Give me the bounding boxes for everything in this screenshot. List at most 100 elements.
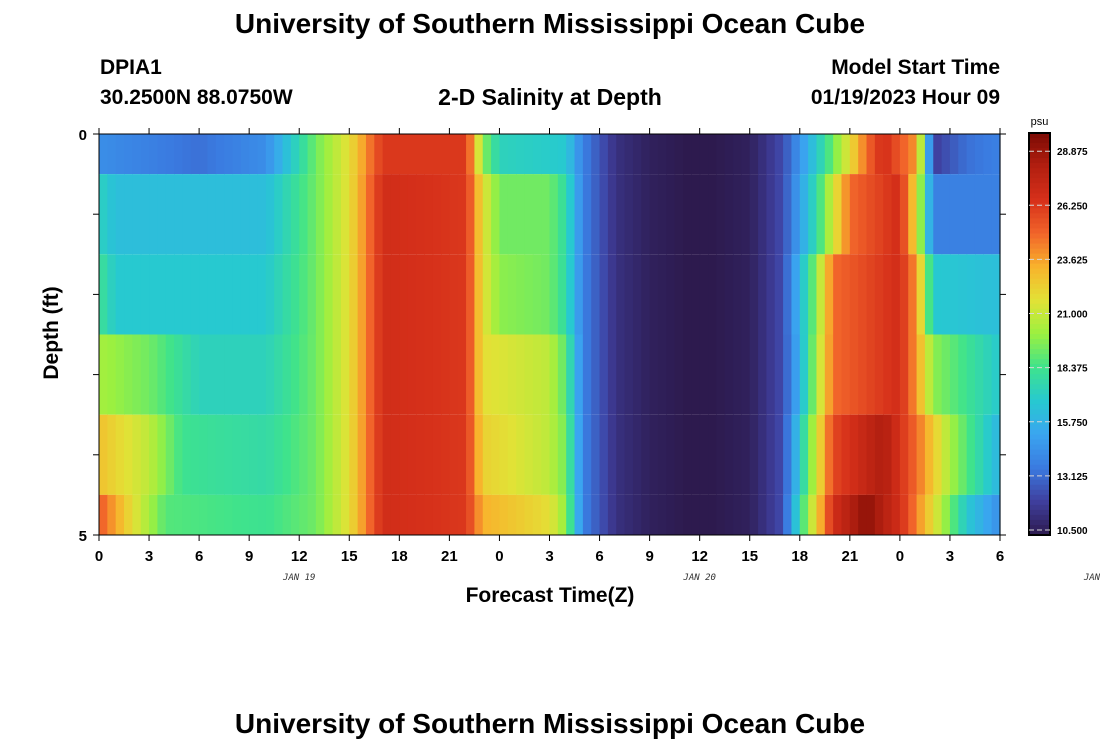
heatmap-cell bbox=[257, 334, 267, 415]
heatmap-cell bbox=[574, 174, 584, 255]
heatmap-cell bbox=[682, 134, 692, 175]
heatmap-cell bbox=[516, 334, 526, 415]
heatmap-cell bbox=[899, 494, 909, 535]
heatmap-cell bbox=[582, 174, 592, 255]
heatmap-cell bbox=[933, 254, 943, 335]
heatmap-cell bbox=[399, 334, 409, 415]
heatmap-cell bbox=[808, 174, 818, 255]
heatmap-cell bbox=[349, 334, 359, 415]
heatmap-cell bbox=[290, 134, 300, 175]
heatmap-cell bbox=[774, 494, 784, 535]
heatmap-cell bbox=[332, 334, 342, 415]
heatmap-cell bbox=[290, 254, 300, 335]
heatmap-cell bbox=[891, 134, 901, 175]
heatmap-cell bbox=[315, 134, 325, 175]
heatmap-cell bbox=[866, 494, 876, 535]
heatmap-cell bbox=[991, 494, 1001, 535]
heatmap-cell bbox=[566, 494, 576, 535]
heatmap-cell bbox=[749, 134, 759, 175]
heatmap-cell bbox=[566, 254, 576, 335]
heatmap-cell bbox=[566, 174, 576, 255]
heatmap-cell bbox=[357, 254, 367, 335]
heatmap-cell bbox=[666, 494, 676, 535]
heatmap-cell bbox=[374, 334, 384, 415]
heatmap-cell bbox=[157, 174, 167, 255]
colorbar-segment bbox=[1029, 318, 1050, 325]
heatmap-cell bbox=[733, 494, 742, 535]
heatmap-cell bbox=[132, 414, 142, 495]
heatmap-cell bbox=[249, 414, 259, 495]
heatmap-cell bbox=[874, 334, 884, 415]
heatmap-cell bbox=[199, 254, 209, 335]
heatmap-cell bbox=[791, 254, 801, 335]
colorbar-segment bbox=[1029, 203, 1050, 209]
heatmap-cell bbox=[883, 494, 893, 535]
heatmap-cell bbox=[741, 174, 751, 255]
heatmap-cell bbox=[290, 334, 300, 415]
heatmap-cell bbox=[107, 134, 117, 175]
heatmap-cell bbox=[499, 254, 509, 335]
heatmap-cell bbox=[891, 334, 901, 415]
heatmap-cell bbox=[866, 334, 876, 415]
colorbar-segment bbox=[1029, 323, 1050, 330]
heatmap-cell bbox=[315, 254, 325, 335]
heatmap-cell bbox=[799, 254, 809, 335]
heatmap-cell bbox=[657, 254, 667, 335]
heatmap-cell bbox=[432, 494, 442, 535]
heatmap-cell bbox=[682, 494, 692, 535]
heatmap-cell bbox=[449, 134, 459, 175]
heatmap-cell bbox=[274, 254, 284, 335]
colorbar-segment bbox=[1029, 143, 1050, 149]
heatmap-cell bbox=[324, 174, 334, 255]
heatmap-cell bbox=[499, 334, 509, 415]
x-tick-label: 9 bbox=[245, 548, 253, 565]
heatmap-cell bbox=[549, 414, 559, 495]
heatmap-cell bbox=[416, 174, 425, 255]
heatmap-cell bbox=[307, 174, 317, 255]
heatmap-cell bbox=[816, 134, 826, 175]
heatmap-cell bbox=[574, 414, 584, 495]
heatmap-cell bbox=[265, 134, 275, 175]
colorbar-segment bbox=[1029, 228, 1050, 235]
heatmap-cell bbox=[441, 414, 450, 495]
heatmap-cell bbox=[833, 494, 843, 535]
heatmap-cell bbox=[691, 174, 701, 255]
heatmap-cell bbox=[107, 254, 117, 335]
heatmap-cell bbox=[557, 174, 567, 255]
heatmap-cell bbox=[149, 254, 158, 335]
heatmap-cell bbox=[240, 174, 250, 255]
heatmap-cell bbox=[741, 334, 751, 415]
heatmap-cell bbox=[591, 494, 601, 535]
heatmap-cell bbox=[107, 334, 117, 415]
heatmap-cell bbox=[657, 414, 667, 495]
heatmap-cell bbox=[499, 414, 509, 495]
heatmap-cell bbox=[849, 174, 859, 255]
heatmap-cell bbox=[432, 174, 442, 255]
heatmap-cell bbox=[315, 414, 325, 495]
heatmap-cell bbox=[232, 174, 242, 255]
x-tick-label: 15 bbox=[341, 548, 358, 565]
heatmap-cell bbox=[674, 254, 684, 335]
heatmap-cell bbox=[257, 254, 267, 335]
colorbar-segment bbox=[1029, 339, 1050, 345]
heatmap-cell bbox=[466, 334, 476, 415]
heatmap-cell bbox=[916, 174, 926, 255]
heatmap-cell bbox=[207, 254, 217, 335]
heatmap-cell bbox=[899, 414, 909, 495]
colorbar-segment bbox=[1029, 223, 1050, 230]
heatmap-cell bbox=[924, 134, 934, 175]
heatmap-cell bbox=[808, 414, 818, 495]
heatmap-cell bbox=[691, 494, 701, 535]
heatmap-cell bbox=[566, 134, 576, 175]
heatmap-cell bbox=[849, 254, 859, 335]
colorbar-segment bbox=[1029, 213, 1050, 220]
heatmap-cell bbox=[716, 494, 726, 535]
heatmap-cell bbox=[933, 414, 943, 495]
heatmap-cell bbox=[599, 494, 609, 535]
heatmap-cell bbox=[182, 254, 192, 335]
heatmap-cell bbox=[916, 254, 926, 335]
heatmap-cell bbox=[774, 174, 784, 255]
heatmap-cell bbox=[99, 414, 108, 495]
heatmap-cell bbox=[516, 494, 526, 535]
heatmap-cell bbox=[315, 334, 325, 415]
